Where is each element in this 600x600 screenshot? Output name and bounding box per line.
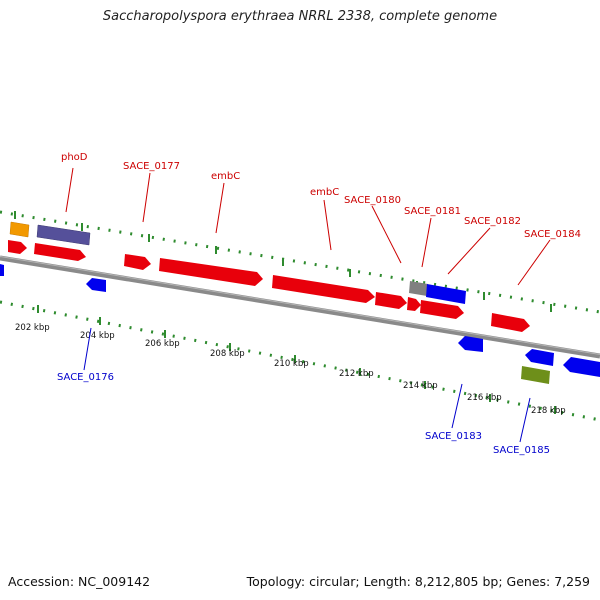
bottom-gene-labels: SACE_0176 SACE_0183 SACE_0185 [57, 372, 550, 456]
gene-embC-1 [159, 258, 263, 286]
gene-blue-right [525, 349, 554, 366]
tick-labels: 202 kbp 204 kbp 206 kbp 208 kbp 210 kbp … [15, 323, 566, 416]
top-gene-labels: phoD SACE_0177 embC embC SACE_0180 SACE_… [61, 152, 581, 240]
gene-sace-0181 [426, 284, 466, 304]
label-embC-1: embC [211, 171, 240, 182]
label-sace-0177: SACE_0177 [123, 161, 180, 172]
forward-genes [8, 221, 530, 332]
tick-label-218: 218 kbp [531, 406, 566, 416]
gene-blue-left-edge [0, 264, 4, 276]
gene-sace-0182 [420, 300, 464, 319]
label-sace-0185: SACE_0185 [493, 445, 550, 456]
tick-label-210: 210 kbp [274, 359, 309, 369]
label-sace-0181: SACE_0181 [404, 206, 461, 217]
tick-label-212: 212 kbp [339, 369, 374, 379]
gene-red-left-edge [8, 240, 27, 254]
gene-sace-0177 [124, 254, 151, 270]
label-phoD: phoD [61, 152, 88, 163]
major-ticks-inner [37, 305, 556, 414]
label-leaders [65, 167, 551, 443]
tick-track-inner [0, 300, 600, 422]
label-sace-0182: SACE_0182 [464, 216, 521, 227]
gene-phoD [34, 243, 86, 261]
label-sace-0180: SACE_0180 [344, 195, 401, 206]
tick-label-214: 214 kbp [403, 381, 438, 391]
genome-backbone [0, 255, 600, 359]
gene-sace-0180b [407, 297, 421, 311]
genome-stats-text: Topology: circular; Length: 8,212,805 bp… [246, 574, 590, 589]
reverse-genes [0, 264, 600, 384]
gene-blue-far-right [563, 357, 600, 377]
tick-label-216: 216 kbp [467, 393, 502, 403]
tick-label-202: 202 kbp [15, 323, 50, 333]
gene-sace-0180 [375, 292, 407, 309]
label-sace-0183: SACE_0183 [425, 431, 482, 442]
gene-sace-0183 [458, 336, 483, 352]
label-sace-0176: SACE_0176 [57, 372, 114, 383]
label-embC-2: embC [310, 187, 339, 198]
gene-gray-small [409, 281, 428, 296]
tick-label-204: 204 kbp [80, 331, 115, 341]
gene-sace-0176 [86, 278, 106, 292]
tick-label-206: 206 kbp [145, 339, 180, 349]
accession-text: Accession: NC_009142 [8, 574, 151, 589]
gene-sace-0184 [491, 313, 530, 332]
tick-label-208: 208 kbp [210, 349, 245, 359]
gene-orange [9, 221, 30, 238]
label-sace-0184: SACE_0184 [524, 229, 581, 240]
map-title: Saccharopolyspora erythraea NRRL 2338, c… [102, 9, 498, 24]
gene-embC-2 [272, 275, 375, 303]
gene-purple [36, 224, 91, 246]
gene-sace-0185 [521, 366, 550, 384]
